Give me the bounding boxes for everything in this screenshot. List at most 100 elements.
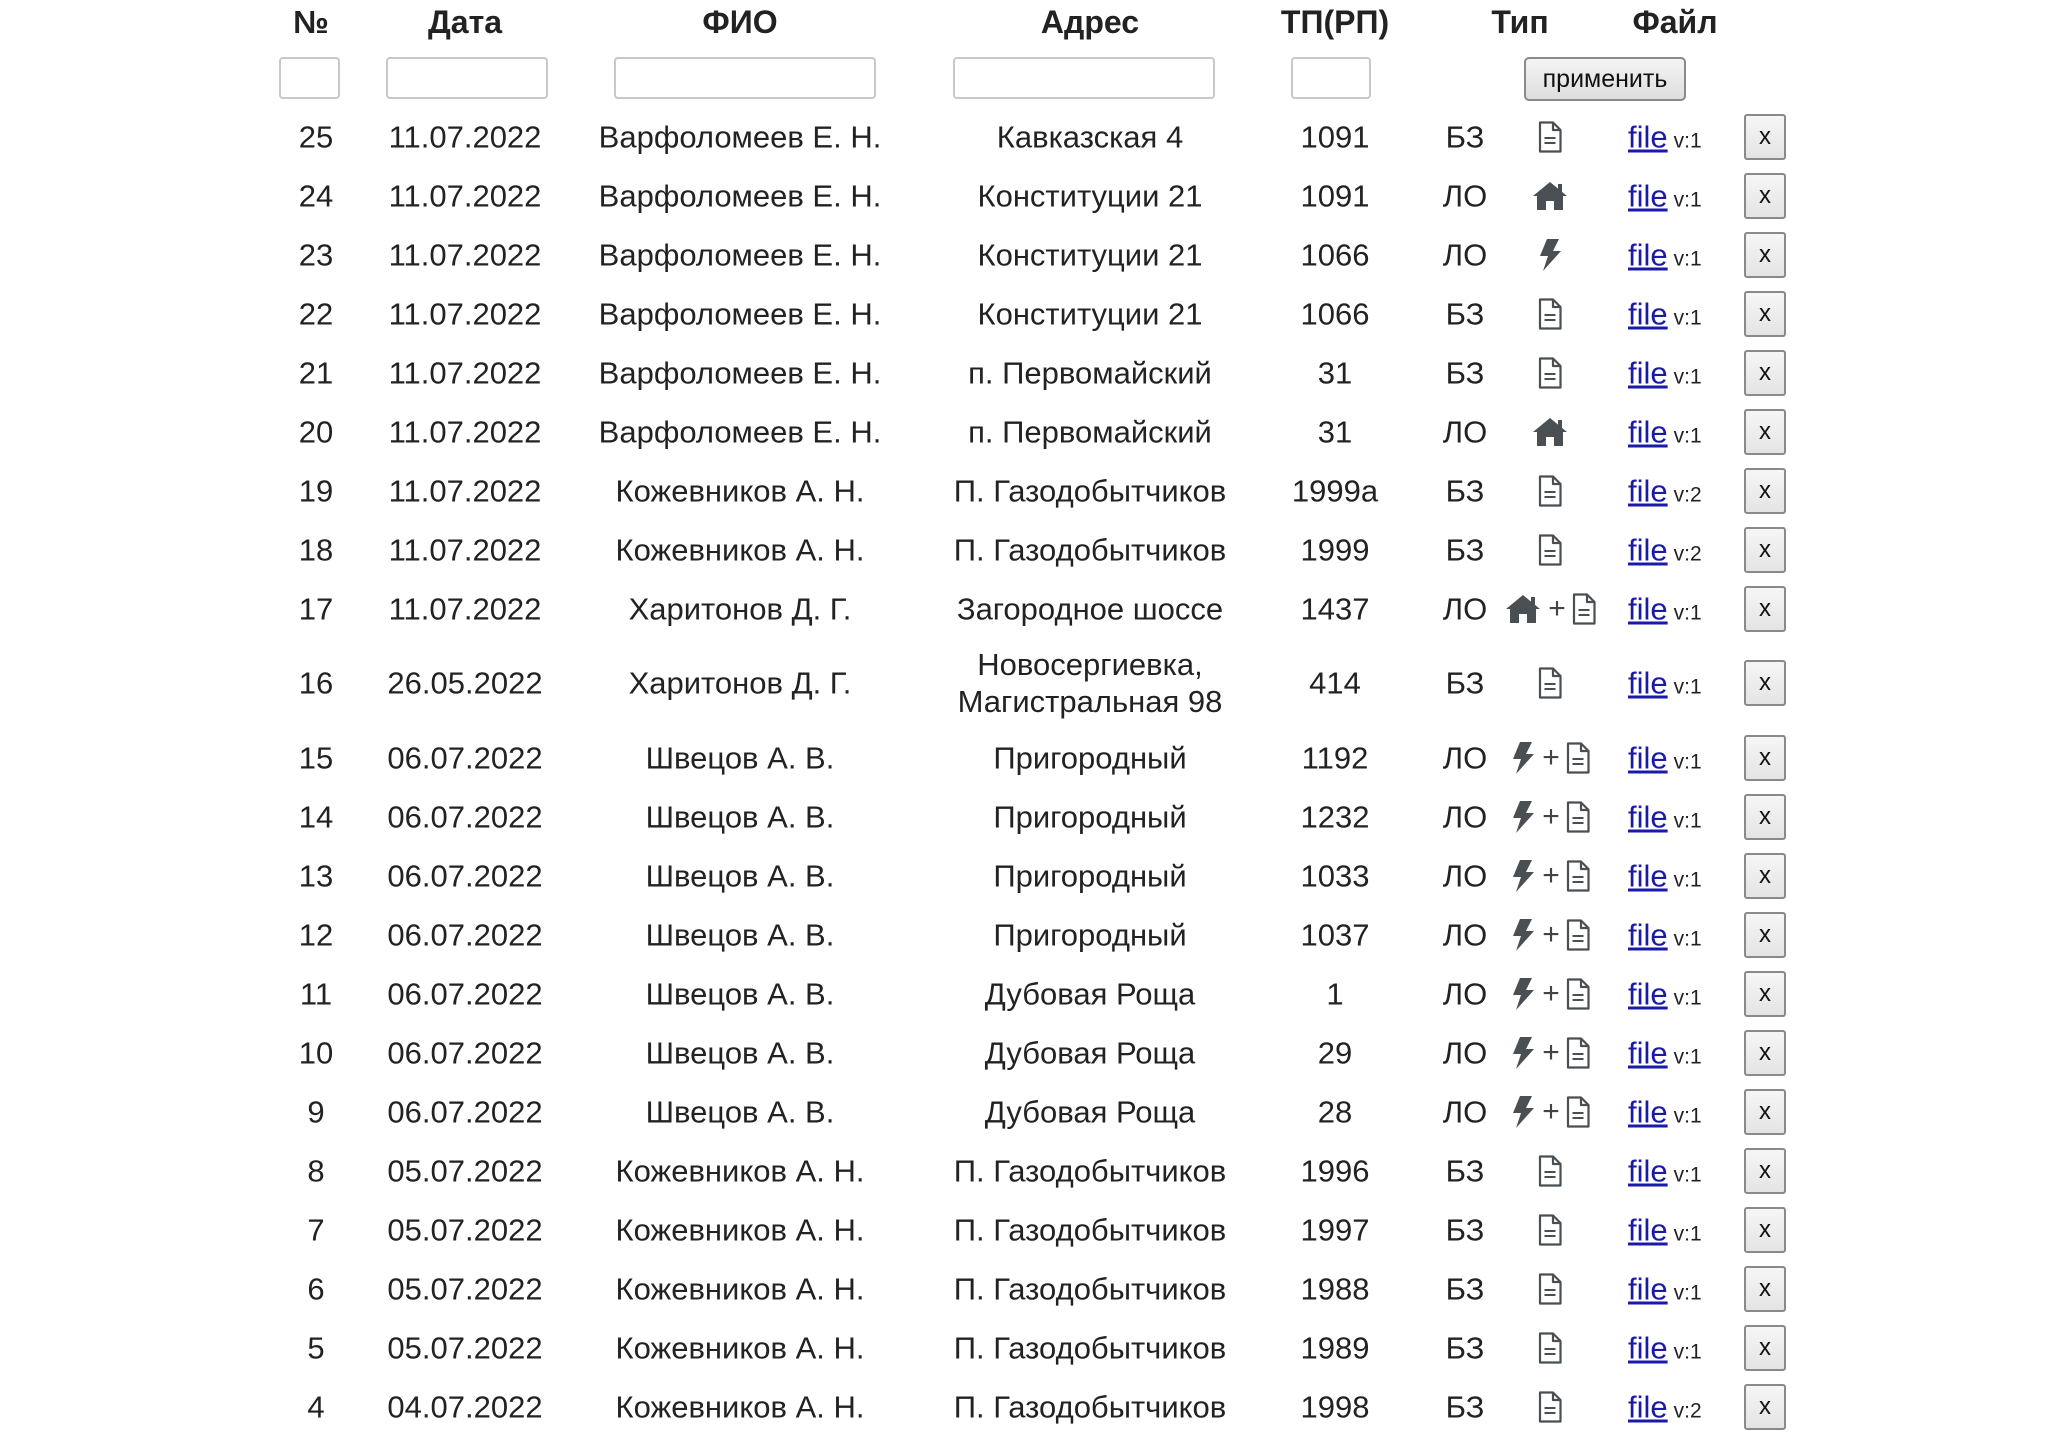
file-link[interactable]: file bbox=[1628, 1035, 1668, 1070]
table-row: 11 06.07.2022 Швецов А. В. Дубовая Роща 1 ЛО +… bbox=[0, 964, 2048, 1023]
file-link[interactable]: file bbox=[1628, 1094, 1668, 1129]
row-kind: ЛО bbox=[1442, 1035, 1488, 1070]
row-name: Швецов А. В. bbox=[645, 799, 835, 834]
delete-button[interactable]: x bbox=[1744, 290, 1786, 337]
file-link[interactable]: file bbox=[1628, 178, 1668, 213]
delete-button[interactable]: x bbox=[1744, 467, 1786, 514]
table-row: 16 26.05.2022 Харитонов Д. Г. Новосергиевка… bbox=[0, 638, 2048, 728]
row-date: 06.07.2022 bbox=[387, 858, 543, 893]
document-icon bbox=[1566, 741, 1590, 774]
row-date: 26.05.2022 bbox=[387, 665, 543, 701]
delete-button[interactable]: x bbox=[1744, 1029, 1786, 1076]
row-tp: 1 bbox=[1326, 976, 1344, 1011]
row-address: Кавказская 4 bbox=[996, 119, 1184, 154]
row-address: Пригородный bbox=[993, 858, 1187, 893]
delete-button[interactable]: x bbox=[1744, 660, 1786, 706]
file-link[interactable]: file bbox=[1628, 976, 1668, 1011]
file-link[interactable]: file bbox=[1628, 119, 1668, 154]
file-version: v:1 bbox=[1673, 365, 1702, 388]
file-link[interactable]: file bbox=[1628, 414, 1668, 449]
lightning-icon bbox=[1510, 977, 1536, 1011]
delete-button[interactable]: x bbox=[1744, 113, 1786, 160]
row-tp: 1997 bbox=[1300, 1212, 1370, 1247]
row-name: Варфоломеев Е. Н. bbox=[598, 178, 882, 213]
file-link[interactable]: file bbox=[1628, 858, 1668, 893]
lightning-icon bbox=[1510, 918, 1536, 952]
delete-button[interactable]: x bbox=[1744, 970, 1786, 1017]
delete-button[interactable]: x bbox=[1744, 231, 1786, 278]
delete-button[interactable]: x bbox=[1744, 585, 1786, 632]
filter-tp-input[interactable] bbox=[1291, 57, 1371, 99]
file-link[interactable]: file bbox=[1628, 1389, 1668, 1424]
row-date: 11.07.2022 bbox=[388, 296, 542, 331]
row-date: 06.07.2022 bbox=[387, 917, 543, 952]
file-link[interactable]: file bbox=[1628, 1330, 1668, 1365]
table-row: 15 06.07.2022 Швецов А. В. Пригородный 1192 Л… bbox=[0, 728, 2048, 787]
plus-icon: + bbox=[1542, 1035, 1560, 1069]
row-file: file v:1 bbox=[1628, 1155, 1702, 1186]
row-file: file v:1 bbox=[1628, 121, 1702, 152]
plus-icon: + bbox=[1542, 799, 1560, 833]
filter-address-input[interactable] bbox=[953, 57, 1215, 99]
file-link[interactable]: file bbox=[1628, 473, 1668, 508]
table-row: 18 11.07.2022 Кожевников А. Н. П. Газодобыт… bbox=[0, 520, 2048, 579]
row-address: Загородное шоссе bbox=[956, 591, 1224, 626]
row-num: 12 bbox=[298, 917, 334, 952]
row-kind: ЛО bbox=[1442, 976, 1488, 1011]
table-row: 20 11.07.2022 Варфоломеев Е. Н. п. Первомай… bbox=[0, 402, 2048, 461]
filter-date-input[interactable] bbox=[386, 57, 548, 99]
file-link[interactable]: file bbox=[1628, 296, 1668, 331]
row-num: 8 bbox=[307, 1153, 325, 1188]
delete-button[interactable]: x bbox=[1744, 1265, 1786, 1312]
delete-button[interactable]: x bbox=[1744, 852, 1786, 899]
file-link[interactable]: file bbox=[1628, 237, 1668, 272]
filter-num-input[interactable] bbox=[279, 57, 340, 99]
file-version: v:1 bbox=[1673, 809, 1702, 832]
row-file: file v:1 bbox=[1628, 298, 1702, 329]
row-type bbox=[1480, 667, 1620, 699]
delete-button[interactable]: x bbox=[1744, 793, 1786, 840]
row-num: 13 bbox=[298, 858, 334, 893]
delete-button[interactable]: x bbox=[1744, 349, 1786, 396]
delete-button[interactable]: x bbox=[1744, 526, 1786, 573]
file-link[interactable]: file bbox=[1628, 1153, 1668, 1188]
file-link[interactable]: file bbox=[1628, 1271, 1668, 1306]
delete-button[interactable]: x bbox=[1744, 172, 1786, 219]
row-kind: ЛО bbox=[1442, 178, 1488, 213]
file-link[interactable]: file bbox=[1628, 591, 1668, 626]
file-link[interactable]: file bbox=[1628, 740, 1668, 775]
row-date: 11.07.2022 bbox=[388, 355, 542, 390]
delete-button[interactable]: x bbox=[1744, 911, 1786, 958]
delete-button[interactable]: x bbox=[1744, 1383, 1786, 1430]
delete-button[interactable]: x bbox=[1744, 408, 1786, 455]
filter-name-input[interactable] bbox=[614, 57, 876, 99]
file-link[interactable]: file bbox=[1628, 1212, 1668, 1247]
delete-button[interactable]: x bbox=[1744, 1206, 1786, 1253]
delete-button[interactable]: x bbox=[1744, 734, 1786, 781]
header-tp: ТП(РП) bbox=[1280, 4, 1390, 40]
row-file: file v:1 bbox=[1628, 357, 1702, 388]
file-link[interactable]: file bbox=[1628, 917, 1668, 952]
house-icon bbox=[1531, 180, 1569, 212]
delete-button[interactable]: x bbox=[1744, 1324, 1786, 1371]
row-name: Кожевников А. Н. bbox=[615, 532, 865, 567]
house-icon bbox=[1531, 416, 1569, 448]
delete-button[interactable]: x bbox=[1744, 1147, 1786, 1194]
row-name: Швецов А. В. bbox=[645, 976, 835, 1011]
file-link[interactable]: file bbox=[1628, 532, 1668, 567]
row-kind: ЛО bbox=[1442, 1094, 1488, 1129]
file-version: v:1 bbox=[1673, 986, 1702, 1009]
row-tp: 1989 bbox=[1300, 1330, 1370, 1365]
row-date: 11.07.2022 bbox=[388, 237, 542, 272]
file-link[interactable]: file bbox=[1628, 355, 1668, 390]
row-num: 10 bbox=[298, 1035, 334, 1070]
row-date: 06.07.2022 bbox=[387, 1094, 543, 1129]
apply-button[interactable]: применить bbox=[1524, 57, 1686, 101]
table-row: 25 11.07.2022 Варфоломеев Е. Н. Кавказская … bbox=[0, 107, 2048, 166]
file-link[interactable]: file bbox=[1628, 665, 1668, 701]
delete-button[interactable]: x bbox=[1744, 1088, 1786, 1135]
file-link[interactable]: file bbox=[1628, 799, 1668, 834]
row-address: Конституции 21 bbox=[977, 178, 1203, 213]
row-tp: 1232 bbox=[1300, 799, 1370, 834]
row-num: 9 bbox=[307, 1094, 325, 1129]
